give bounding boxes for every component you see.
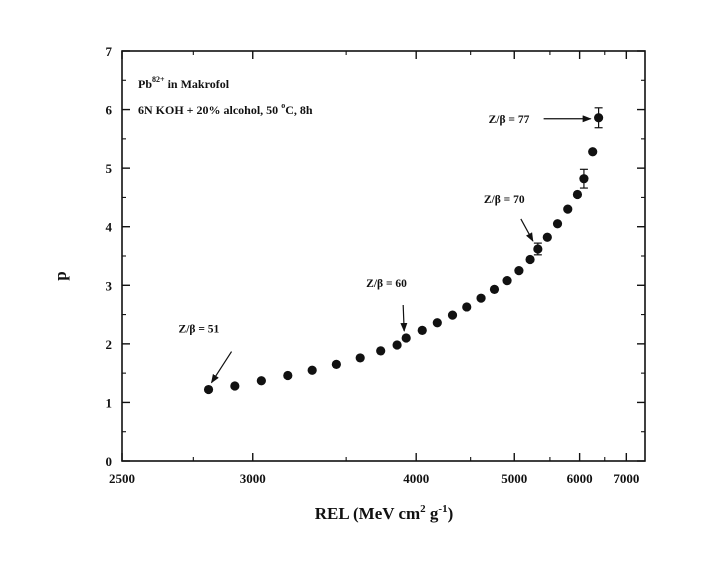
annotation-label: Z/β = 60 [366,278,407,290]
data-point [489,284,500,294]
data-point [447,310,458,320]
data-point [525,254,535,265]
annotation-arrow [211,351,233,384]
data-point [283,370,293,381]
data-point [572,189,583,200]
data-point [307,365,317,375]
data-point [502,276,512,286]
data-series [203,107,604,395]
condition-notes: Pb82+ in Makrofol 6N KOH + 20% alcohol, … [138,75,313,117]
data-point [514,266,524,276]
annotation-arrow [400,304,408,332]
data-point [579,174,589,184]
data-point [376,346,386,356]
x-tick-label: 6000 [567,471,593,486]
x-axis: 2500 3000 4000 5000 6000 7000 [109,51,639,486]
annotation-arrow [520,218,534,242]
y-tick-label: 6 [106,103,113,118]
data-point [476,293,486,303]
data-point [563,204,573,214]
x-tick-label: 4000 [403,471,429,486]
data-point [533,244,543,254]
y-tick-label: 2 [106,337,113,352]
svg-text:REL (MeV cm2 g-1): REL (MeV cm2 g-1) [315,503,454,523]
annotations: Z/β = 51 Z/β = 60 Z/β = 70 Z/β = 77 [179,114,592,384]
y-tick-label: 7 [106,44,113,59]
note-line-2: 6N KOH + 20% alcohol, 50 oC, 8h [138,101,313,117]
data-point [432,318,442,328]
data-point [594,113,604,123]
x-tick-label: 3000 [240,471,266,486]
data-point [462,302,472,312]
y-axis-title: p [51,271,70,280]
y-tick-label: 5 [106,161,113,176]
x-tick-label: 2500 [109,471,135,486]
y-tick-label: 1 [106,395,113,410]
annotation-label: Z/β = 51 [179,324,220,336]
data-point [542,232,552,242]
y-axis: 0 1 2 3 4 5 6 7 [106,44,645,469]
data-point [256,376,266,386]
data-point [401,333,411,343]
x-tick-label: 5000 [501,471,527,486]
data-point [230,381,240,391]
data-point [552,219,563,229]
y-tick-label: 4 [106,220,113,235]
annotation-label: Z/β = 77 [489,114,530,126]
x-tick-label: 7000 [613,471,639,486]
annotation-label: Z/β = 70 [484,194,525,206]
data-point [331,359,341,369]
data-point [392,340,402,350]
x-axis-title: REL (MeV cm2 g-1) [315,503,454,523]
data-point [203,384,214,395]
data-point [588,147,598,157]
data-point [355,353,365,363]
note-line-1: Pb82+ in Makrofol [138,75,230,91]
data-point [417,325,427,335]
y-tick-label: 0 [106,454,113,469]
y-tick-label: 3 [106,278,113,293]
